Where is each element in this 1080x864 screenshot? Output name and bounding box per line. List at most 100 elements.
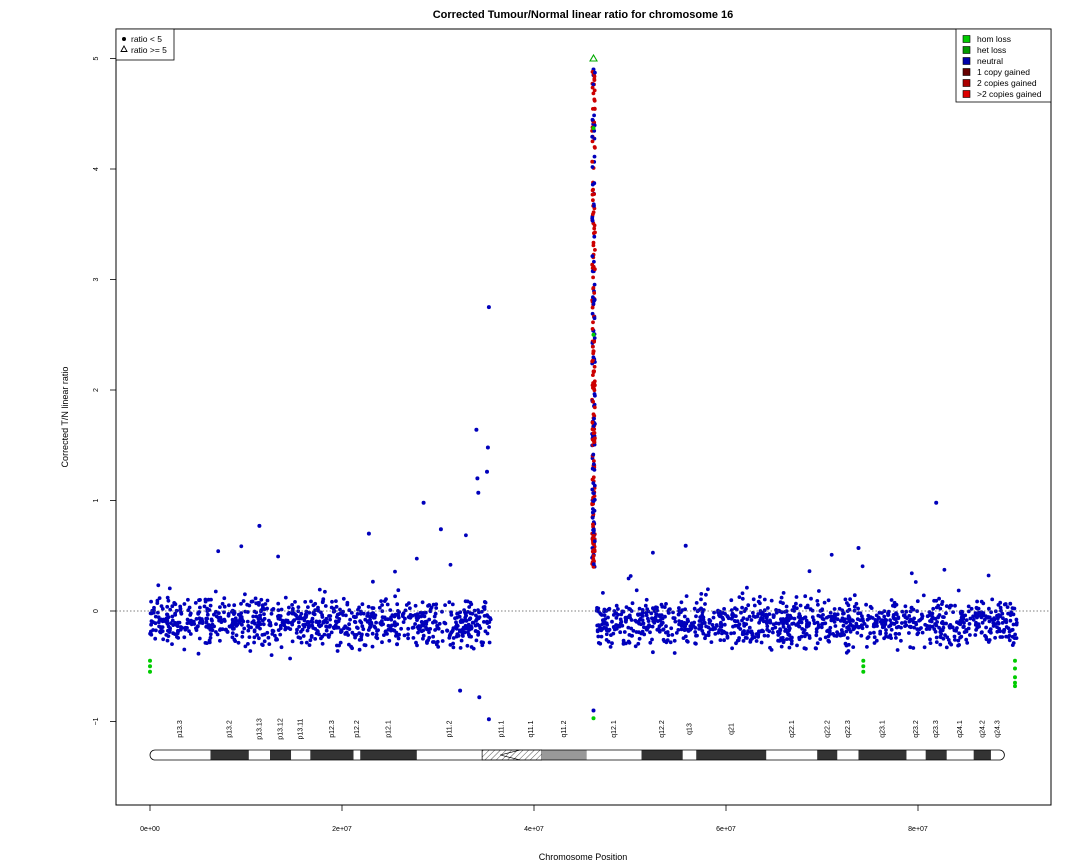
data-point xyxy=(938,606,943,611)
data-point xyxy=(161,637,166,642)
data-point xyxy=(316,620,321,625)
data-point xyxy=(591,522,595,527)
data-point xyxy=(187,605,192,610)
x-tick-label: 4e+07 xyxy=(524,826,544,833)
data-point xyxy=(379,599,383,603)
data-point xyxy=(323,604,328,608)
data-point xyxy=(462,618,467,623)
data-point xyxy=(740,605,744,610)
data-point xyxy=(260,618,265,623)
data-point xyxy=(257,523,262,528)
data-point xyxy=(984,635,988,639)
data-point xyxy=(487,625,491,629)
data-point xyxy=(176,636,181,640)
data-point xyxy=(616,612,620,617)
data-point xyxy=(440,639,445,643)
data-point xyxy=(944,645,949,650)
data-point xyxy=(939,628,943,632)
data-point xyxy=(352,633,357,637)
data-point xyxy=(591,349,596,354)
data-point xyxy=(998,605,1003,610)
data-point xyxy=(977,610,981,615)
data-point xyxy=(814,630,819,634)
data-point xyxy=(472,608,477,613)
y-tick-label: 1 xyxy=(93,498,100,502)
data-point xyxy=(245,619,250,624)
data-point xyxy=(974,614,978,619)
data-point xyxy=(370,644,375,649)
data-point xyxy=(882,624,886,629)
data-point xyxy=(371,606,376,610)
data-point xyxy=(416,630,420,635)
data-point xyxy=(854,621,859,626)
legend-label: het loss xyxy=(977,45,1006,55)
data-point xyxy=(711,625,716,630)
ideogram-band-p13.13 xyxy=(248,750,270,760)
data-point xyxy=(591,462,596,466)
data-point xyxy=(487,640,492,645)
data-point xyxy=(858,618,862,622)
data-point xyxy=(226,612,231,616)
data-point xyxy=(884,628,888,632)
data-point xyxy=(751,597,756,602)
data-point xyxy=(919,612,924,617)
data-point xyxy=(427,635,432,640)
data-point xyxy=(188,611,193,616)
data-point xyxy=(479,609,484,614)
data-point xyxy=(1014,617,1019,622)
data-point xyxy=(792,604,796,609)
data-point xyxy=(251,614,256,619)
data-point xyxy=(481,605,486,610)
data-point xyxy=(786,632,791,637)
data-point xyxy=(761,610,765,615)
data-point xyxy=(832,607,837,611)
data-point xyxy=(422,614,427,619)
data-point xyxy=(934,640,939,644)
data-point xyxy=(642,625,646,630)
data-point xyxy=(1006,626,1011,631)
data-point xyxy=(693,630,698,634)
data-point xyxy=(680,622,685,627)
data-point xyxy=(785,616,789,620)
data-point xyxy=(818,637,823,641)
data-point xyxy=(394,630,399,635)
data-point xyxy=(698,615,703,619)
data-point xyxy=(300,627,305,632)
data-point xyxy=(196,612,201,616)
data-point xyxy=(149,629,153,634)
data-point xyxy=(153,614,158,619)
data-point xyxy=(668,640,673,645)
data-point xyxy=(908,645,913,650)
data-point xyxy=(406,632,410,637)
data-point xyxy=(276,613,281,618)
data-point xyxy=(802,646,807,651)
data-point xyxy=(232,603,237,608)
series-2-copies-gained xyxy=(590,70,597,569)
data-point xyxy=(860,614,864,618)
data-point xyxy=(807,636,812,640)
data-point xyxy=(699,606,703,611)
data-point xyxy=(408,606,412,611)
data-point xyxy=(207,623,211,627)
data-point xyxy=(633,618,638,623)
data-point xyxy=(592,491,596,496)
data-point xyxy=(733,619,738,624)
data-point xyxy=(601,591,605,595)
data-point xyxy=(305,628,310,633)
data-point xyxy=(730,646,734,651)
color-legend-box xyxy=(955,28,1052,103)
data-point xyxy=(440,629,445,634)
data-point xyxy=(670,633,675,637)
ideogram-band-label: p13.11 xyxy=(298,718,305,739)
data-point xyxy=(915,599,920,604)
data-point xyxy=(447,600,452,605)
data-point xyxy=(672,651,677,655)
data-point xyxy=(427,617,432,622)
data-point xyxy=(865,645,869,649)
data-point xyxy=(592,405,597,410)
data-point xyxy=(629,626,634,631)
data-point xyxy=(821,621,825,626)
data-point xyxy=(455,615,459,620)
data-point xyxy=(758,594,762,599)
legend-swatch xyxy=(962,46,971,54)
